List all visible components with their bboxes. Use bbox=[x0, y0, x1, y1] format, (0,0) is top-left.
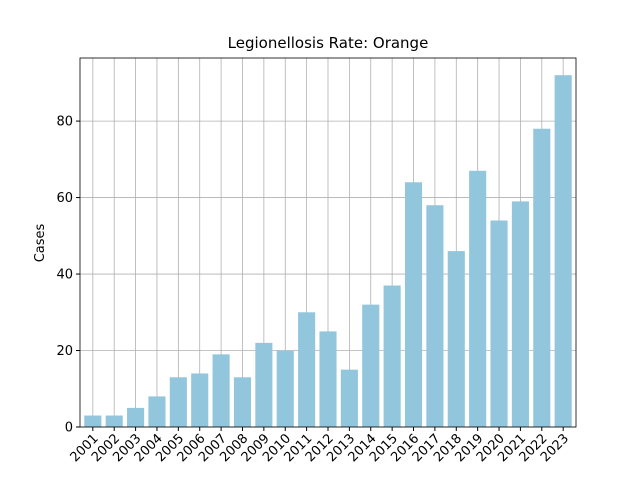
y-tick-label: 40 bbox=[56, 268, 73, 283]
bar bbox=[469, 170, 487, 428]
bar bbox=[362, 304, 380, 427]
plot-frame bbox=[79, 57, 577, 428]
bar bbox=[383, 285, 401, 427]
bar bbox=[533, 128, 551, 427]
bar bbox=[169, 377, 187, 427]
bar bbox=[255, 342, 273, 427]
y-tick-label: 0 bbox=[65, 421, 73, 436]
bar bbox=[404, 182, 423, 427]
bar bbox=[233, 377, 252, 427]
bar bbox=[212, 354, 230, 427]
bar bbox=[319, 331, 337, 427]
y-tick-label: 20 bbox=[56, 344, 73, 359]
bar bbox=[84, 415, 102, 427]
bar bbox=[426, 205, 444, 427]
y-axis-label: Cases bbox=[33, 223, 48, 262]
bar bbox=[554, 75, 572, 428]
y-tick-label: 80 bbox=[56, 115, 73, 130]
bar bbox=[127, 407, 145, 427]
bar bbox=[105, 415, 123, 427]
bar bbox=[447, 251, 465, 427]
bar bbox=[298, 312, 316, 427]
chart-title: Legionellosis Rate: Orange bbox=[228, 34, 429, 52]
bar bbox=[276, 350, 294, 427]
bar bbox=[340, 369, 358, 427]
bar bbox=[191, 373, 209, 427]
bar bbox=[511, 201, 529, 427]
bar bbox=[148, 396, 166, 427]
bar bbox=[490, 220, 508, 427]
y-tick-label: 60 bbox=[56, 191, 73, 206]
